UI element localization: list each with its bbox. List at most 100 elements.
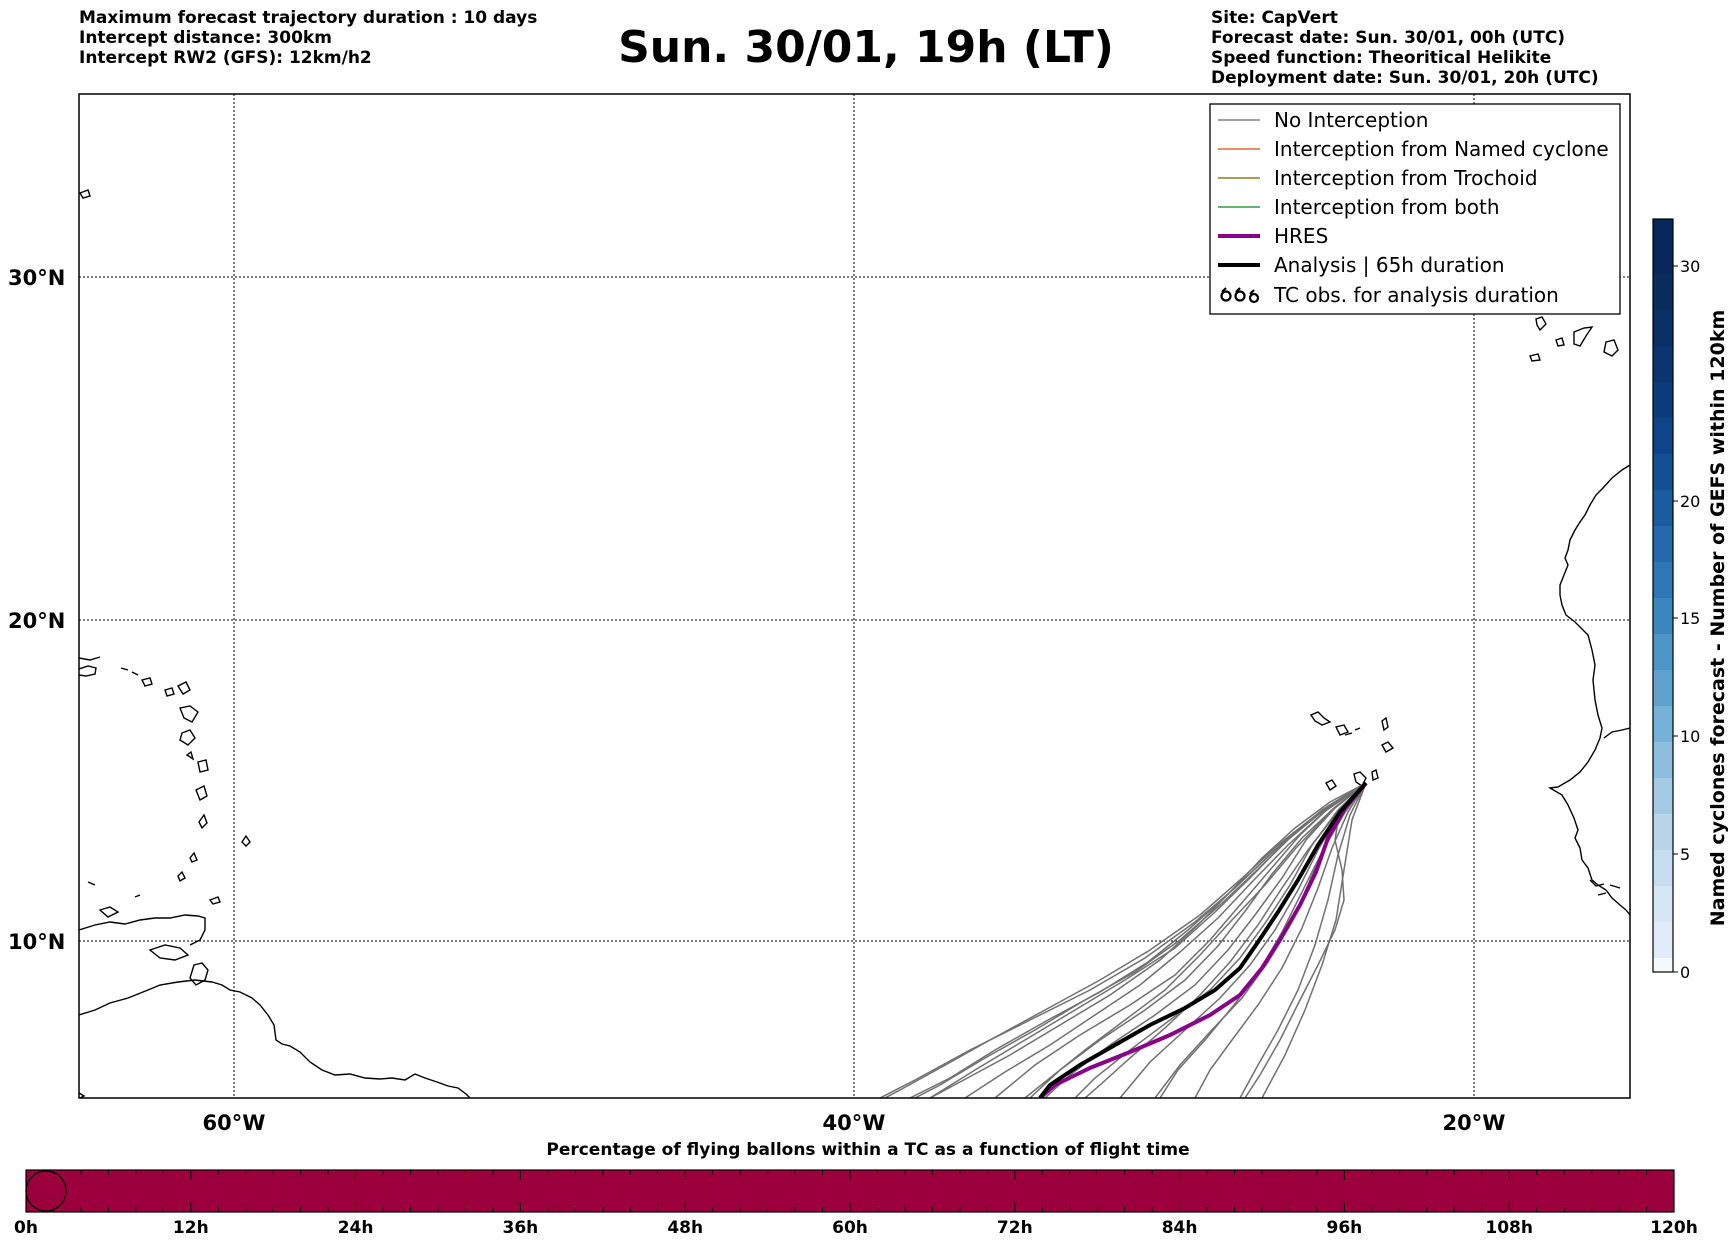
flight-bar-tick-84h: 84h — [1162, 1218, 1198, 1238]
legend-box — [1209, 103, 1621, 315]
legend-label-no-interception: No Interception — [1274, 108, 1428, 132]
leeward-islands-2 — [87, 881, 96, 886]
ensemble-track — [1029, 782, 1367, 1098]
ensemble-track — [929, 782, 1367, 1098]
lat-label-30n: 30°N — [8, 266, 65, 290]
map-frame — [78, 93, 1631, 1099]
ensemble-track — [1239, 782, 1367, 1098]
lon-label-40w: 40°W — [823, 1111, 886, 1135]
legend-label-trochoid: Interception from Trochoid — [1274, 166, 1538, 190]
flight-bar-tick-120h: 120h — [1650, 1218, 1698, 1238]
speed-function-text: Speed function: Theoritical Helikite — [1211, 48, 1552, 68]
virgin-islands — [120, 667, 139, 676]
intercept-rw2-text: Intercept RW2 (GFS): 12km/h2 — [79, 48, 372, 68]
lon-label-60w: 60°W — [203, 1111, 266, 1135]
tc-obs-symbol-icon — [1220, 287, 1260, 304]
orinoco-delta — [148, 944, 190, 961]
intercept-distance-text: Intercept distance: 300km — [79, 28, 332, 48]
legend-label-both: Interception from both — [1274, 195, 1500, 219]
ensemble-track — [909, 782, 1367, 1098]
site-text: Site: CapVert — [1211, 8, 1338, 28]
colorbar-label: Named cyclones forecast - Number of GEFS… — [1707, 310, 1729, 927]
colorbar-tick-20: 20 — [1680, 492, 1700, 511]
dominica — [197, 759, 209, 773]
flight-bar-marker-icon — [25, 1170, 67, 1212]
canary-1 — [1535, 316, 1547, 332]
st-lucia — [198, 813, 208, 830]
colorbar-tick-5: 5 — [1680, 845, 1690, 864]
cape-verde-1 — [1309, 711, 1332, 726]
ensemble-tracks — [879, 782, 1367, 1098]
cape-verde-3 — [1344, 727, 1361, 736]
colorbar: 0 5 10 15 20 30 Named cyclones forecast … — [1652, 218, 1729, 982]
grenada — [177, 870, 186, 883]
forecast-date-text: Forecast date: Sun. 30/01, 00h (UTC) — [1211, 28, 1566, 48]
canary-3 — [1573, 326, 1594, 347]
analysis-track — [1038, 781, 1368, 1098]
guadeloupe — [179, 729, 196, 746]
canary-5 — [1529, 353, 1541, 362]
flight-time-bar: Percentage of flying ballons within a TC… — [14, 1140, 1698, 1238]
africa-coast-bight — [1603, 727, 1630, 739]
flight-bar-title: Percentage of flying ballons within a TC… — [546, 1140, 1189, 1160]
ensemble-track — [879, 782, 1367, 1098]
flight-bar-tick-108h: 108h — [1485, 1218, 1533, 1238]
barbuda — [176, 681, 191, 695]
flight-bar-tick-48h: 48h — [667, 1218, 703, 1238]
coastlines — [79, 189, 1630, 1098]
canary-2 — [1555, 337, 1565, 347]
flight-bar-minor-ticks — [52, 1170, 1648, 1212]
lon-label-20w: 20°W — [1443, 1111, 1506, 1135]
montserrat — [185, 750, 195, 761]
flight-bar-tick-96h: 96h — [1327, 1218, 1363, 1238]
forecast-parameters: Maximum forecast trajectory duration : 1… — [79, 8, 537, 68]
ensemble-track — [1244, 782, 1367, 1098]
map-legend: No Interception Interception from Named … — [1209, 103, 1621, 315]
cape-verde-7 — [1353, 771, 1367, 788]
st-kitts — [164, 687, 175, 697]
ensemble-track — [1084, 782, 1367, 1098]
hres-track — [1038, 781, 1368, 1098]
lat-label-10n: 10°N — [8, 930, 65, 954]
trinidad — [189, 962, 209, 986]
flight-bar-tick-72h: 72h — [997, 1218, 1033, 1238]
africa-coast — [1547, 464, 1630, 916]
deployment-date-text: Deployment date: Sun. 30/01, 20h (UTC) — [1211, 68, 1599, 88]
canary-4 — [1603, 339, 1619, 357]
legend-label-tc-obs: TC obs. for analysis duration — [1273, 283, 1559, 307]
lat-label-20n: 20°N — [8, 609, 65, 633]
ensemble-track — [884, 782, 1367, 1098]
cape-verde-6 — [1325, 779, 1337, 791]
flight-bar-tick-60h: 60h — [832, 1218, 868, 1238]
flight-bar-tick-12h: 12h — [173, 1218, 209, 1238]
flight-bar-tick-0h: 0h — [14, 1218, 38, 1238]
leeward-islands-3 — [134, 894, 141, 898]
cape-verde-8 — [1371, 768, 1379, 781]
cape-verde-2 — [1334, 724, 1350, 736]
cape-verde-5 — [1381, 741, 1395, 753]
site-parameters: Site: CapVert Forecast date: Sun. 30/01,… — [1211, 8, 1599, 88]
colorbar-tick-30: 30 — [1680, 257, 1700, 276]
flight-bar-tick-24h: 24h — [338, 1218, 374, 1238]
puerto-rico — [79, 665, 97, 677]
colorbar-tick-10: 10 — [1680, 727, 1700, 746]
bermuda — [79, 189, 91, 199]
ensemble-track — [1194, 782, 1367, 1098]
barbados — [241, 834, 251, 847]
colorbar-tick-0: 0 — [1680, 963, 1690, 982]
flight-bar-tick-36h: 36h — [503, 1218, 539, 1238]
page-title: Sun. 30/01, 19h (LT) — [618, 22, 1114, 73]
tobago — [208, 896, 221, 905]
st-vincent — [189, 851, 198, 863]
anguilla — [140, 677, 153, 687]
legend-label-hres: HRES — [1274, 224, 1328, 248]
bissagos-islands — [1589, 879, 1621, 896]
legend-label-named-cyclone: Interception from Named cyclone — [1274, 137, 1609, 161]
legend-label-analysis: Analysis | 65h duration — [1274, 253, 1505, 277]
south-america-coast — [79, 979, 471, 1098]
hispaniola-edge — [79, 656, 101, 661]
colorbar-tick-15: 15 — [1680, 609, 1700, 628]
venezuela-coast — [79, 914, 206, 946]
ensemble-track — [964, 782, 1367, 1098]
